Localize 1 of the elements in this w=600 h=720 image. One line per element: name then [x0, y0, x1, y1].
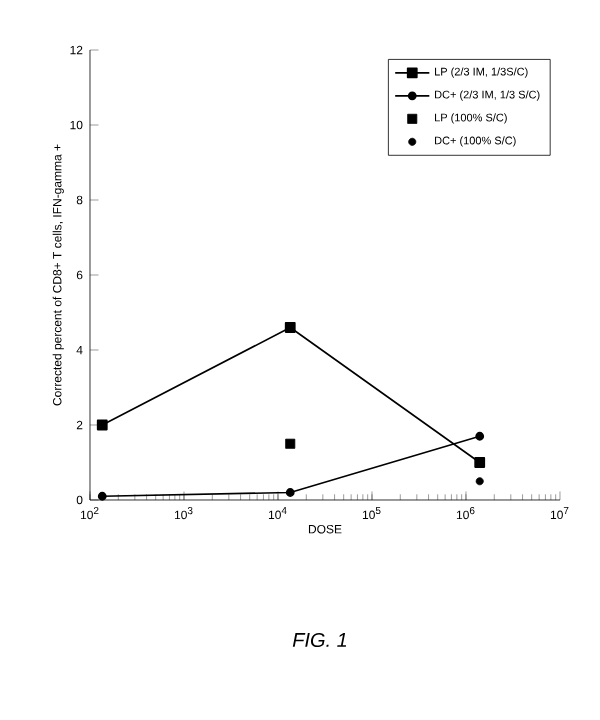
caption: FIG. 1: [292, 632, 347, 648]
